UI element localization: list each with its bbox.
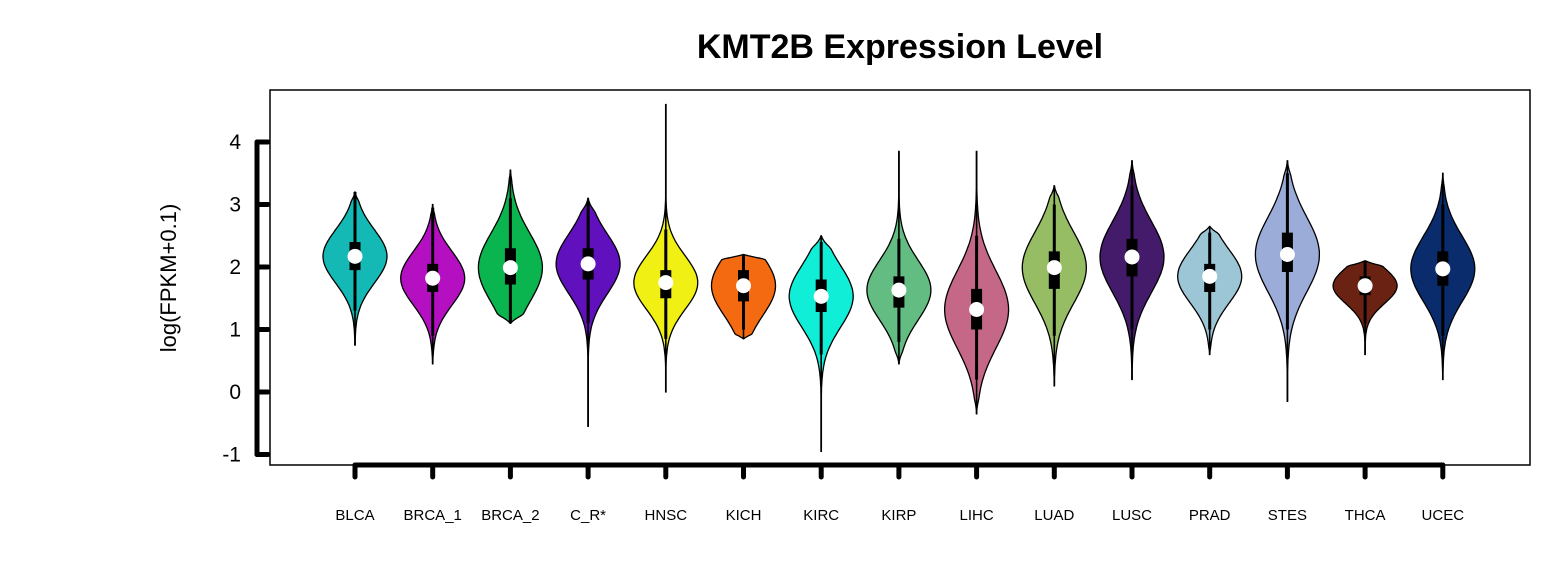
- median-point: [580, 256, 596, 272]
- violin-stes: [1254, 160, 1321, 403]
- x-tick-label: LUSC: [1112, 507, 1152, 524]
- y-tick-label: 2: [229, 256, 241, 279]
- violin-brca-2: [477, 169, 544, 324]
- y-tick-label: 4: [229, 131, 241, 154]
- y-tick-label: 0: [229, 381, 241, 404]
- median-point: [1046, 260, 1062, 276]
- x-tick-label: KIRP: [881, 507, 916, 524]
- violin-luad: [1021, 185, 1087, 387]
- median-point: [891, 282, 907, 298]
- median-point: [658, 275, 674, 291]
- y-axis: -1 0 1 2 3 4: [222, 131, 271, 467]
- median-point: [1357, 278, 1373, 294]
- x-tick-label: LUAD: [1034, 507, 1074, 524]
- violin-lusc: [1099, 160, 1165, 381]
- violin-prad: [1177, 225, 1243, 356]
- chart-title: KMT2B Expression Level: [697, 28, 1103, 66]
- x-tick-label: PRAD: [1189, 507, 1231, 524]
- median-point: [1124, 249, 1140, 265]
- median-point: [347, 248, 363, 264]
- violin-blca: [322, 191, 388, 346]
- median-point: [736, 278, 751, 294]
- y-tick-label: 1: [229, 319, 241, 342]
- y-tick-label: -1: [222, 444, 241, 467]
- x-tick-label: C_R*: [570, 507, 606, 524]
- violin-lihc: [943, 150, 1010, 415]
- x-tick-label: STES: [1268, 507, 1307, 524]
- median-point: [1435, 261, 1451, 277]
- violin-thca: [1332, 260, 1398, 356]
- x-tick-label: THCA: [1345, 507, 1386, 524]
- violin-kirc: [788, 235, 854, 453]
- x-tick-label: BRCA_1: [404, 507, 462, 524]
- violin-brca-1: [400, 203, 466, 365]
- x-tick-label: LIHC: [960, 507, 994, 524]
- violin-kich: [710, 253, 777, 340]
- x-tick-label: KIRC: [803, 507, 839, 524]
- median-point: [813, 288, 829, 304]
- median-point: [1279, 247, 1295, 262]
- violin-c-r: [555, 197, 621, 428]
- x-tick-label: HNSC: [645, 507, 688, 524]
- y-tick-label: 3: [229, 194, 241, 217]
- x-tick-label: UCEC: [1422, 507, 1465, 524]
- x-tick-label: BLCA: [335, 507, 374, 524]
- median-point: [502, 260, 518, 276]
- violins: [322, 103, 1476, 453]
- median-point: [1202, 268, 1218, 284]
- median-point: [425, 270, 441, 286]
- violin-kirp: [866, 150, 932, 365]
- x-tick-label: BRCA_2: [481, 507, 539, 524]
- violin-ucec: [1410, 172, 1476, 381]
- x-tick-label: KICH: [726, 507, 762, 524]
- x-axis: BLCA BRCA_1 BRCA_2 C_R* HNSC KICH KIRC KIRP LIHC…: [335, 462, 1465, 524]
- violin-hnsc: [633, 103, 699, 393]
- median-point: [969, 302, 985, 317]
- y-axis-label: log(FPKM+0.1): [156, 204, 181, 353]
